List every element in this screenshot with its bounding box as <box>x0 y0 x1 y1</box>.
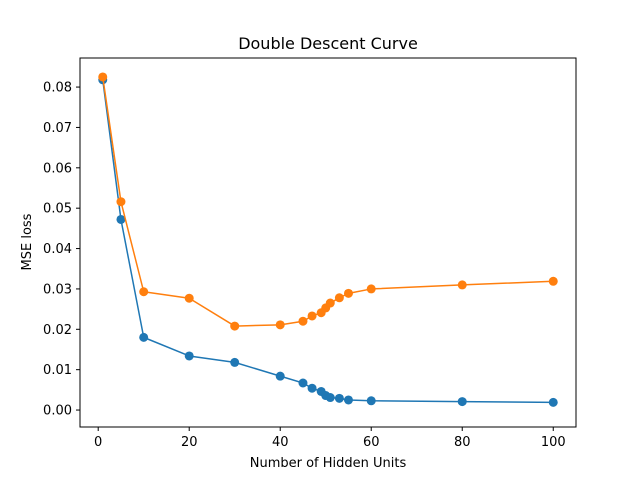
data-point <box>98 72 108 82</box>
data-point <box>275 371 285 381</box>
data-point <box>343 288 353 298</box>
data-point <box>139 332 149 342</box>
data-point <box>184 351 194 361</box>
y-tick-label: 0.04 <box>43 242 72 257</box>
y-tick-label: 0.03 <box>43 282 72 297</box>
data-point <box>366 284 376 294</box>
data-point <box>230 357 240 367</box>
data-point <box>298 316 308 326</box>
data-point <box>457 280 467 290</box>
x-tick-label: 20 <box>181 435 198 450</box>
y-tick-label: 0.02 <box>43 323 72 338</box>
data-point <box>366 396 376 406</box>
data-point <box>334 393 344 403</box>
series-2 <box>98 72 558 331</box>
data-point <box>334 293 344 303</box>
data-point <box>325 393 335 403</box>
data-point <box>307 311 317 321</box>
y-tick-label: 0.06 <box>43 161 72 176</box>
series-line <box>102 79 554 404</box>
y-tick-label: 0.00 <box>43 404 72 419</box>
series-line <box>102 76 554 327</box>
data-point <box>116 197 126 207</box>
y-axis: 0.00 0.01 0.02 0.03 0.04 0.05 0.06 0.07 0.08 <box>43 81 80 419</box>
y-tick-label: 0.08 <box>43 81 72 96</box>
y-tick-label: 0.07 <box>43 121 72 136</box>
data-point <box>116 214 126 224</box>
x-tick-label: 0 <box>94 435 102 450</box>
x-tick-label: 40 <box>272 435 289 450</box>
axes-frame <box>79 57 577 428</box>
data-point <box>457 397 467 407</box>
plot-area <box>98 72 558 407</box>
x-tick-label: 60 <box>363 435 380 450</box>
data-point <box>275 320 285 330</box>
x-axis: 0 20 40 60 80 100 <box>94 427 566 450</box>
series-1 <box>98 75 558 407</box>
y-axis-label: MSE loss <box>20 213 35 270</box>
chart-title: Double Descent Curve <box>238 34 418 53</box>
data-point <box>548 276 558 286</box>
y-tick-label: 0.05 <box>43 202 72 217</box>
x-axis-label: Number of Hidden Units <box>250 456 407 471</box>
y-tick-label: 0.01 <box>43 363 72 378</box>
data-point <box>184 293 194 303</box>
data-point <box>298 378 308 388</box>
data-point <box>139 287 149 297</box>
data-point <box>343 395 353 405</box>
data-point <box>325 298 335 308</box>
data-point <box>307 383 317 393</box>
data-point <box>548 397 558 407</box>
data-point <box>230 321 240 331</box>
x-tick-label: 100 <box>541 435 566 450</box>
x-tick-label: 80 <box>454 435 471 450</box>
